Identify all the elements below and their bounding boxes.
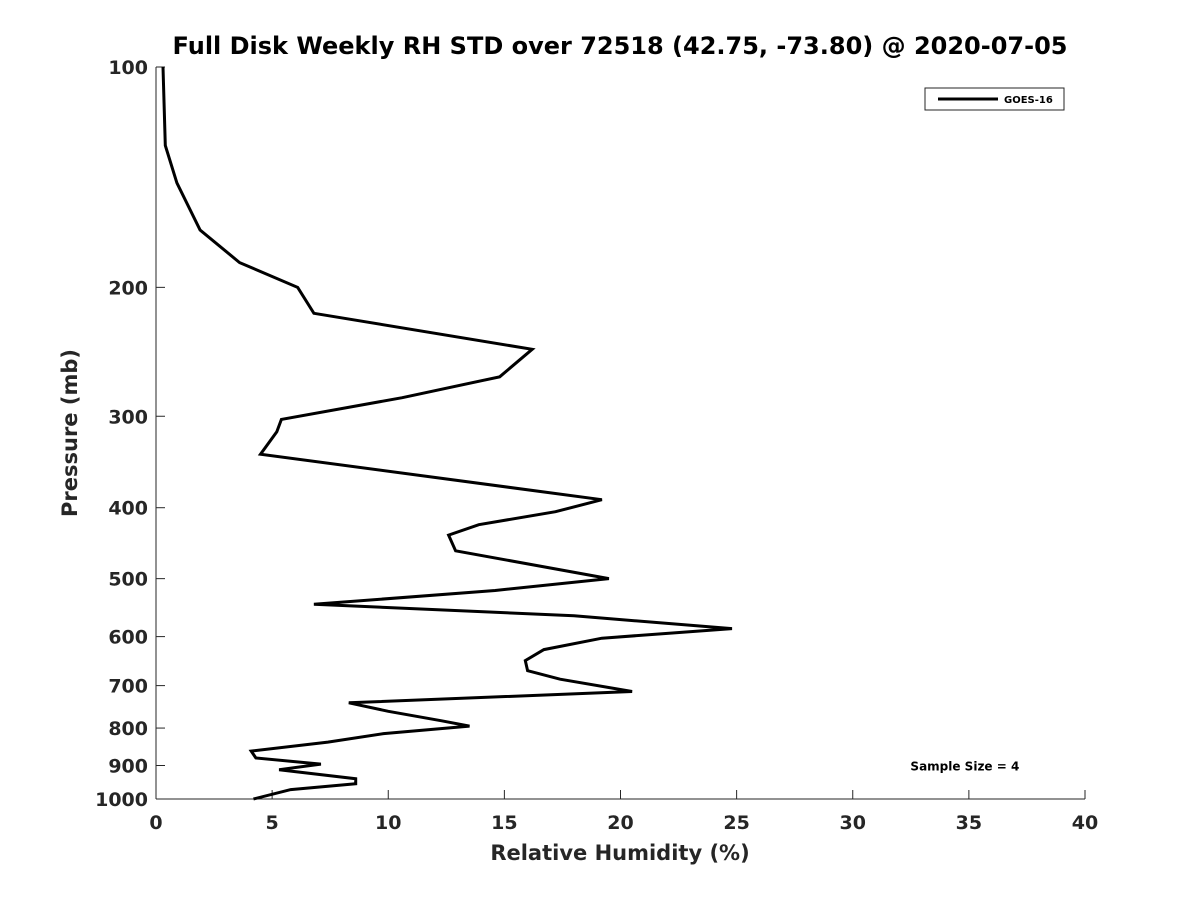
y-tick-label: 400 [108, 498, 148, 520]
y-tick-label: 600 [108, 627, 148, 649]
y-tick-label: 800 [108, 718, 148, 740]
x-tick-label: 0 [149, 812, 162, 834]
series-layer [161, 66, 733, 801]
x-axis-ticks: 0 5 10 15 20 25 30 35 40 [149, 790, 1098, 834]
x-tick-label: 40 [1072, 812, 1098, 834]
legend-label-goes-16: GOES-16 [1004, 95, 1053, 106]
x-tick-label: 5 [266, 812, 279, 834]
y-tick-label: 200 [108, 277, 148, 299]
x-axis-label: Relative Humidity (%) [490, 841, 749, 865]
y-axis-label: Pressure (mb) [58, 349, 82, 517]
sample-size-annotation: Sample Size = 4 [910, 760, 1019, 774]
x-tick-label: 25 [723, 812, 749, 834]
y-tick-label: 900 [108, 756, 148, 778]
y-tick-label: 100 [108, 57, 148, 79]
legend: GOES-16 [924, 87, 1065, 111]
y-tick-label: 700 [108, 676, 148, 698]
series-line-goes-16 [161, 66, 733, 801]
x-tick-label: 30 [840, 812, 866, 834]
chart-title: Full Disk Weekly RH STD over 72518 (42.7… [173, 32, 1068, 60]
y-tick-label: 1000 [95, 789, 148, 811]
x-tick-label: 20 [607, 812, 633, 834]
y-axis-ticks: 100 200 300 400 500 600 700 800 900 1000 [95, 57, 165, 811]
x-tick-label: 10 [375, 812, 401, 834]
y-tick-label: 500 [108, 569, 148, 591]
x-tick-label: 35 [956, 812, 982, 834]
y-tick-label: 300 [108, 406, 148, 428]
x-tick-label: 15 [491, 812, 517, 834]
